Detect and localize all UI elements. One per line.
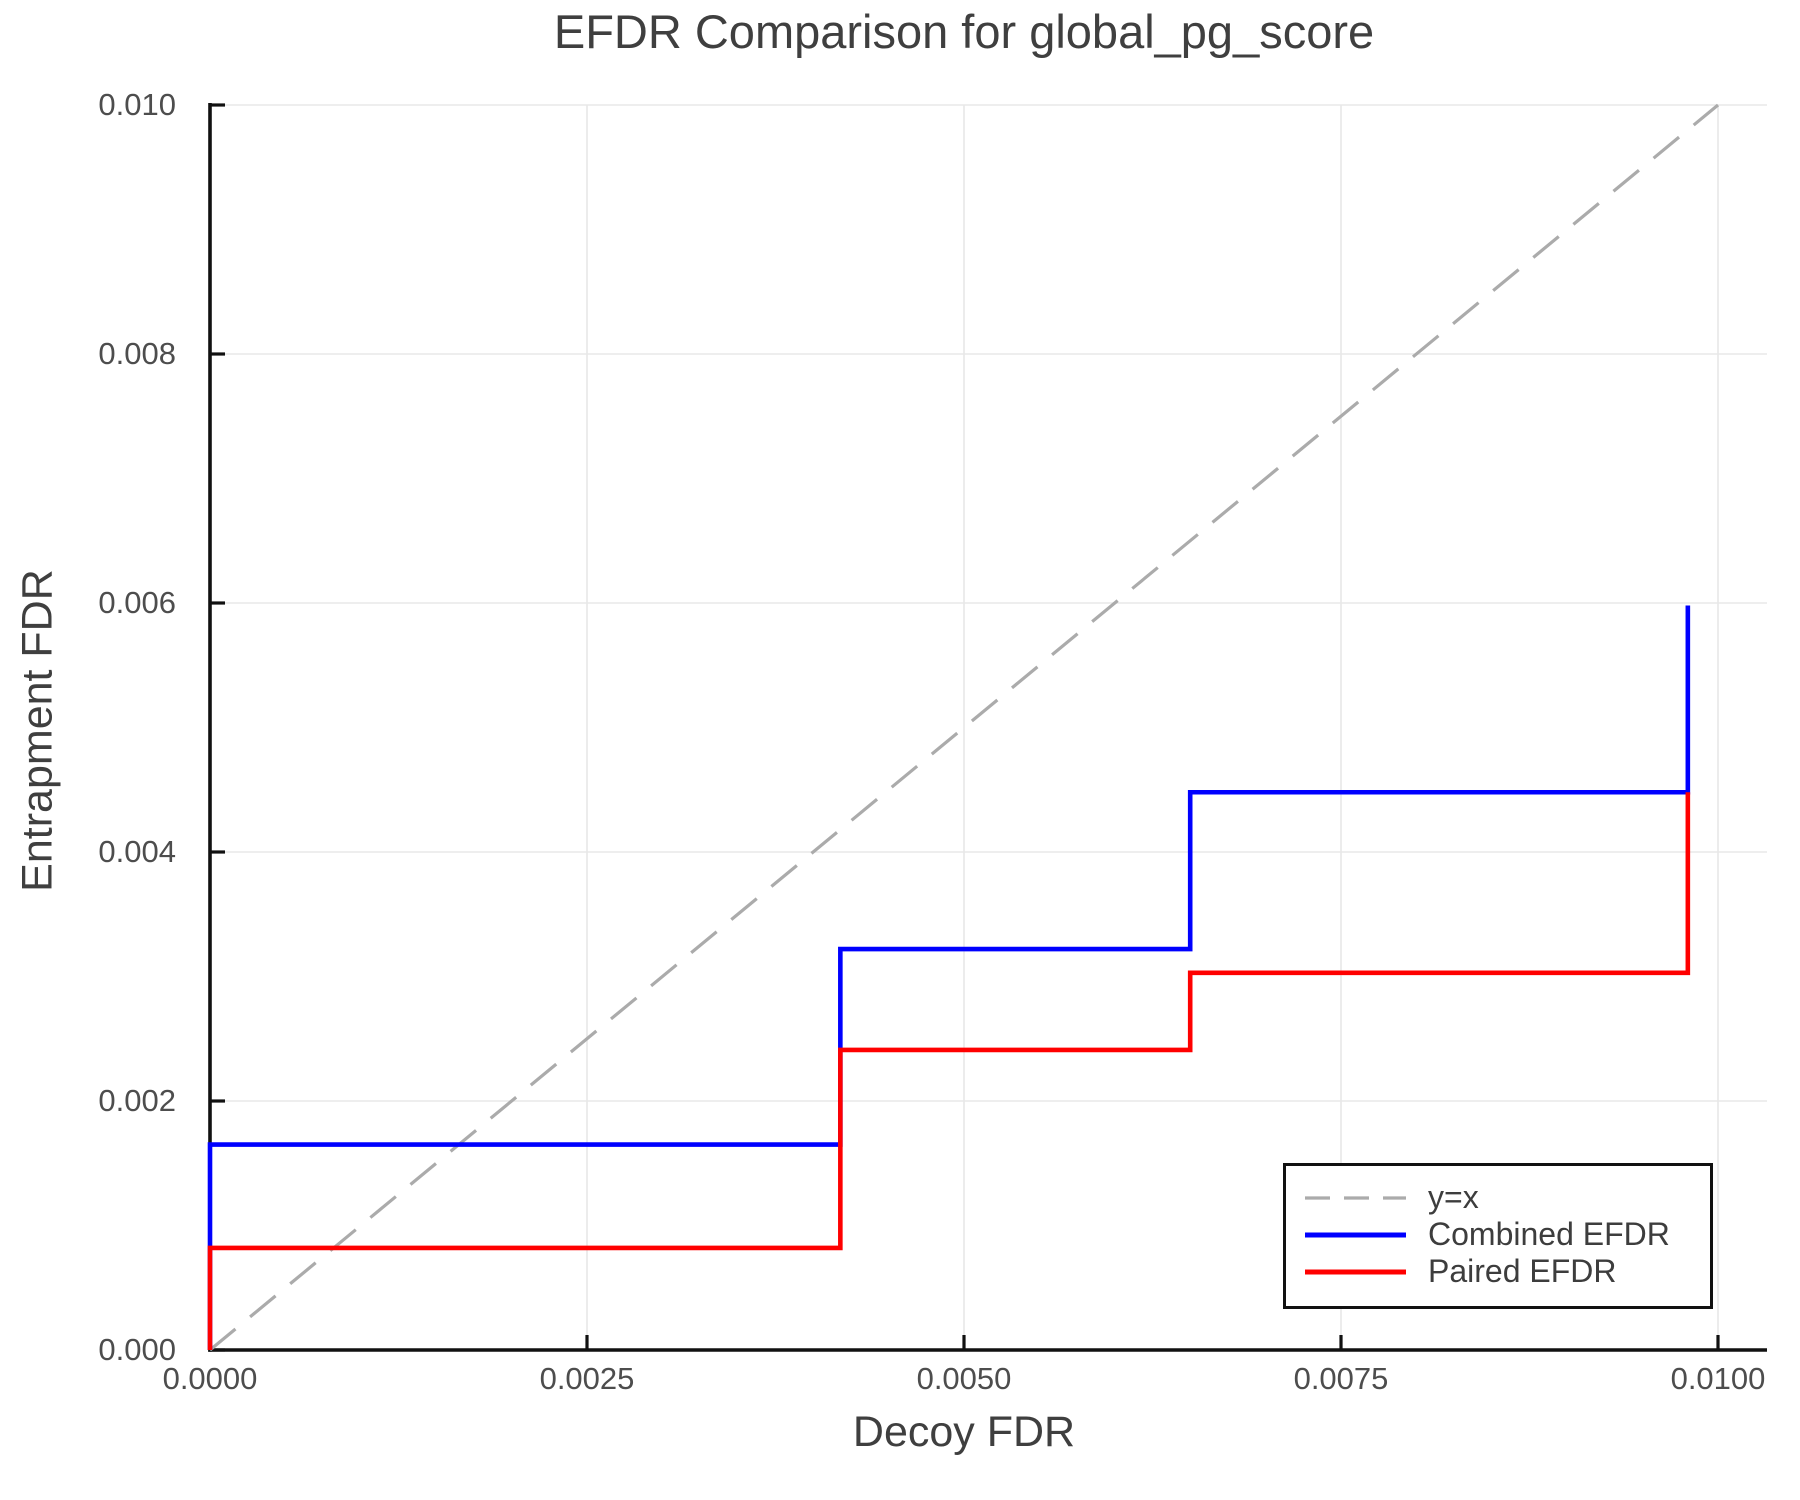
legend: y=x Combined EFDR Paired EFDR (1283, 1163, 1713, 1309)
legend-dashed-line-sample (1305, 1195, 1406, 1200)
legend-red-line-sample (1305, 1269, 1406, 1274)
chart-title: EFDR Comparison for global_pg_score (553, 5, 1375, 58)
legend-blue-line-sample (1305, 1232, 1406, 1237)
y-tick-label: 0.008 (98, 336, 176, 371)
x-tick-label: 0.0000 (162, 1361, 258, 1396)
y-axis-label: Entrapment FDR (13, 569, 62, 892)
x-tick-label: 0.0075 (1293, 1361, 1389, 1396)
legend-item-label: y=x (1428, 1179, 1479, 1215)
y-tick-label: 0.000 (98, 1332, 176, 1367)
legend-item-label: Combined EFDR (1428, 1216, 1670, 1252)
x-tick-label: 0.0100 (1670, 1361, 1766, 1396)
x-tick-label: 0.0025 (539, 1361, 635, 1396)
legend-item-label: Paired EFDR (1428, 1253, 1617, 1289)
x-tick-label: 0.0050 (916, 1361, 1012, 1396)
legend-item-y-equals-x: y=x (1303, 1179, 1710, 1216)
y-tick-label: 0.002 (98, 1083, 176, 1118)
y-tick-label: 0.006 (98, 585, 176, 620)
x-axis-label: Decoy FDR (852, 1408, 1076, 1456)
y-tick-label: 0.004 (98, 834, 176, 869)
series-line-combined-efdr (207, 605, 1691, 1350)
series-line-paired-efdr (207, 792, 1691, 1350)
legend-item-paired-efdr: Paired EFDR (1303, 1253, 1710, 1290)
legend-item-combined-efdr: Combined EFDR (1303, 1216, 1710, 1253)
y-tick-label: 0.010 (98, 87, 176, 122)
